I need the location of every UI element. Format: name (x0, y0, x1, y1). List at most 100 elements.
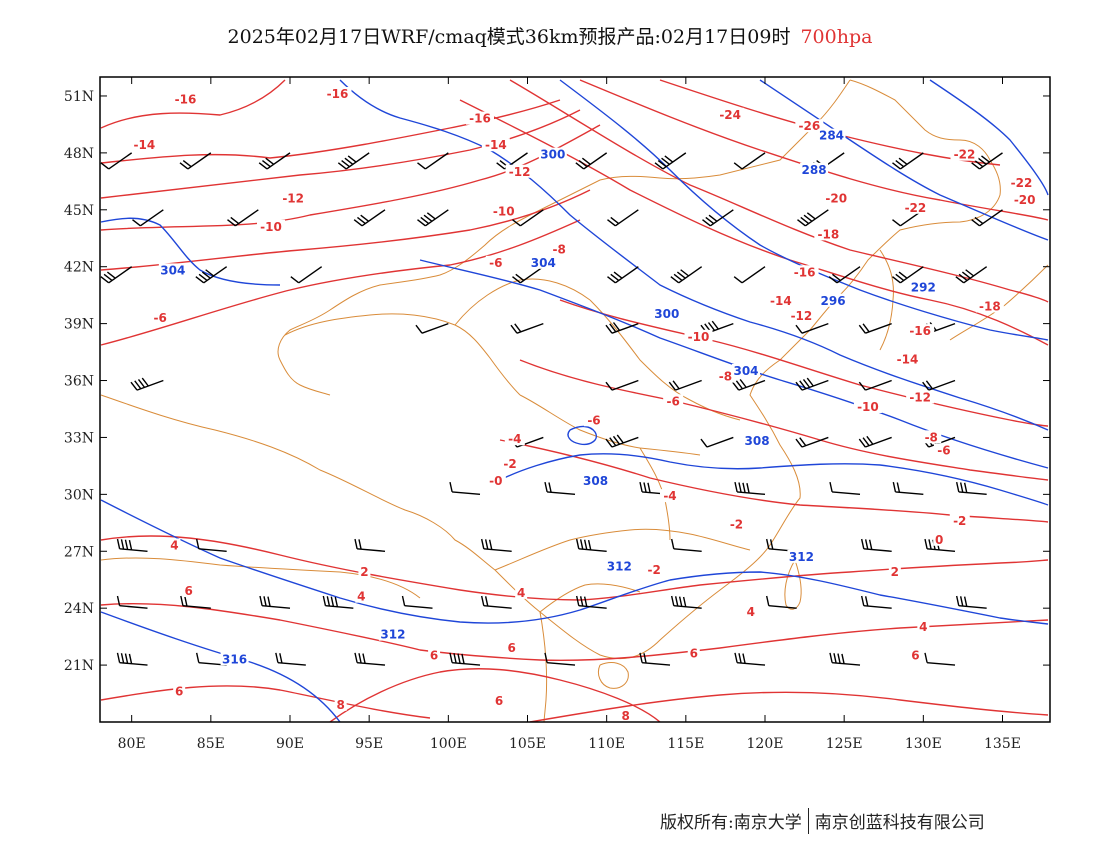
label-bg (505, 640, 518, 654)
china-border (100, 79, 1001, 660)
label-bg (538, 147, 567, 161)
height-line (419, 259, 1049, 469)
temperature-label: -20 (1014, 193, 1036, 207)
height-label: 304 (160, 263, 185, 277)
wind-barb (892, 266, 924, 284)
label-bg (814, 227, 843, 241)
wind-barb (116, 538, 148, 552)
border-inner-5 (494, 528, 751, 571)
height-label: 284 (819, 129, 844, 143)
temperature-label: -6 (937, 444, 950, 458)
wind-barb (258, 152, 291, 170)
height-label: 292 (911, 280, 936, 294)
lon-tick-label: 120E (747, 736, 784, 752)
label-bg (800, 162, 829, 176)
height-line (559, 79, 1049, 341)
temperature-label: -16 (909, 324, 931, 338)
wind-barb (828, 266, 861, 284)
wind-barb (607, 209, 639, 227)
lon-tick-label: 110E (588, 736, 625, 752)
company-text: 南京创蓝科技有限公司 (814, 813, 985, 833)
height-label: 304 (531, 256, 556, 270)
latitude-axis: 51N 48N 45N 42N 39N 36N 33N 30N 27N 24N 21N (64, 89, 1050, 674)
isotherm-line (579, 79, 1049, 221)
wind-barb (227, 209, 259, 227)
border-taiwan (784, 559, 802, 610)
lat-tick-label: 33N (64, 430, 94, 446)
wind-barb (417, 152, 449, 170)
wind-barb (605, 379, 639, 391)
height-label: 312 (380, 628, 405, 642)
label-bg (500, 456, 521, 470)
label-bg (130, 138, 159, 152)
temperature-label: -14 (897, 353, 919, 367)
temperature-label: -22 (954, 148, 976, 162)
wind-barb (733, 266, 766, 284)
temperature-label: -16 (175, 93, 197, 107)
lat-tick-label: 39N (64, 317, 94, 333)
temperature-label: -2 (647, 563, 660, 577)
height-line (100, 217, 281, 286)
wind-barb (544, 652, 576, 666)
label-bg (334, 697, 347, 711)
lat-tick-label: 21N (64, 658, 94, 674)
label-bg (493, 694, 505, 708)
isotherm-line (509, 79, 1049, 303)
label-bg (173, 684, 186, 698)
lat-tick-label: 24N (64, 601, 94, 617)
wind-barb (860, 595, 892, 609)
isotherm-line (100, 189, 591, 271)
height-line (567, 425, 597, 446)
temperature-label: 4 (357, 590, 365, 604)
label-bg (795, 119, 824, 133)
label-bg (822, 191, 851, 205)
height-label: 288 (802, 163, 827, 177)
wind-barb (417, 209, 449, 227)
wind-barb (668, 379, 702, 391)
wind-barb (180, 595, 211, 609)
temperature-label: -18 (817, 227, 839, 241)
lon-tick-label: 135E (984, 736, 1021, 752)
lon-tick-label: 115E (667, 736, 704, 752)
wind-barb (955, 266, 988, 284)
copyright-text: 版权所有:南京大学 (660, 813, 802, 833)
label-bg (323, 86, 352, 100)
wind-barb (354, 538, 386, 552)
label-bg (921, 430, 942, 444)
temperature-label: -2 (953, 514, 966, 528)
temperature-label: -20 (825, 191, 847, 205)
temperature-labels: -16-14-16-16-14-12-12-10-10-8-6-6-24-26-… (130, 86, 1039, 722)
footer: 版权所有:南京大学 南京创蓝科技有限公司 (660, 807, 985, 837)
wind-barb (734, 481, 766, 496)
wind-barb (512, 209, 544, 227)
label-bg (584, 413, 604, 427)
wind-barb (353, 209, 386, 227)
wind-barb (607, 266, 639, 284)
label-bg (687, 646, 700, 660)
lat-tick-label: 36N (64, 374, 94, 390)
wind-barb (829, 481, 861, 496)
label-bg (279, 191, 308, 205)
height-label: 296 (821, 294, 846, 308)
temperature-label: -6 (666, 394, 679, 408)
wind-barb (700, 436, 734, 448)
label-bg (790, 265, 819, 279)
isotherm-line (100, 685, 431, 719)
temperature-label: 6 (495, 694, 503, 708)
temperature-label: -8 (925, 430, 938, 444)
temperature-label: 2 (891, 565, 899, 579)
lon-tick-label: 90E (276, 736, 304, 752)
label-bg (888, 565, 901, 579)
label-bg (906, 324, 935, 338)
isotherm-line (100, 109, 581, 199)
title-text: 2025年02月17日WRF/cmaq模式36km预报产品:02月17日09时 (227, 26, 791, 48)
label-bg (378, 627, 407, 641)
wind-barbs (100, 152, 1003, 666)
lat-tick-label: 42N (64, 260, 94, 276)
temperature-label: 6 (911, 649, 919, 663)
label-bg (605, 559, 634, 573)
isotherm-line (100, 79, 286, 129)
temperature-label: 4 (517, 586, 525, 600)
wind-barb (575, 538, 607, 552)
label-bg (549, 242, 570, 256)
